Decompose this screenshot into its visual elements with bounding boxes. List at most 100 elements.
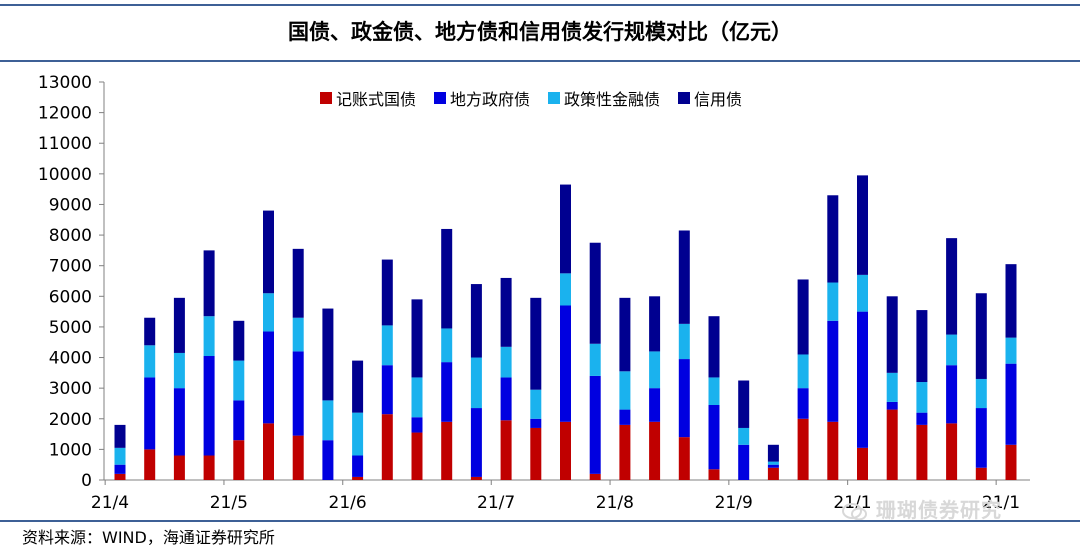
bar-segment-s0-15 bbox=[560, 421, 571, 480]
bar-segment-s0-22 bbox=[767, 467, 779, 480]
bar-segment-s3-26 bbox=[886, 296, 898, 373]
bar-segment-s1-5 bbox=[263, 331, 274, 424]
bar-segment-s1-9 bbox=[381, 365, 393, 415]
title-divider bbox=[0, 60, 1080, 62]
bar-segment-s3-8 bbox=[352, 360, 364, 413]
bar-segment-s0-11 bbox=[441, 421, 453, 480]
bar-segment-s1-20 bbox=[708, 404, 720, 470]
bar-segment-s3-6 bbox=[292, 248, 304, 318]
bar-segment-s1-2 bbox=[173, 388, 185, 456]
bar-segment-s2-25 bbox=[857, 274, 868, 312]
bar-segment-s2-15 bbox=[560, 273, 571, 306]
bar-segment-s1-14 bbox=[530, 418, 542, 428]
bar-segment-s3-15 bbox=[560, 184, 571, 274]
watermark-text: 珊瑚债券研究 bbox=[875, 498, 1002, 522]
bar-segment-s0-10 bbox=[411, 432, 423, 480]
bar-segment-s3-16 bbox=[589, 242, 601, 344]
y-tick-label: 3000 bbox=[49, 379, 92, 399]
bar-segment-s1-26 bbox=[886, 401, 898, 410]
bar-segment-s3-4 bbox=[233, 320, 245, 361]
bar-segment-s0-4 bbox=[233, 440, 245, 480]
chart-legend: 记账式国债 地方政府债 政策性金融债 信用债 bbox=[320, 86, 742, 110]
bar-segment-s0-8 bbox=[352, 476, 364, 480]
bar-segment-s0-29 bbox=[975, 467, 987, 480]
bar-segment-s1-22 bbox=[767, 464, 779, 468]
y-tick-label: 11000 bbox=[38, 134, 92, 154]
legend-label: 记账式国债 bbox=[336, 90, 417, 109]
bar-segment-s3-22 bbox=[767, 444, 779, 462]
bar-segment-s0-2 bbox=[173, 455, 185, 480]
bar-segment-s2-21 bbox=[738, 427, 750, 445]
bar-segment-s2-26 bbox=[886, 372, 898, 402]
x-tick-label: 21/9 bbox=[715, 493, 753, 513]
chart-area: 0 1000 2000 3000 4000 5000 6000 7000 8000 9000 100… bbox=[38, 73, 1030, 513]
bar-segment-s2-22 bbox=[767, 461, 779, 465]
y-tick-label: 12000 bbox=[38, 104, 92, 124]
bar-segment-s2-24 bbox=[827, 282, 839, 321]
bar-segment-s1-18 bbox=[649, 388, 661, 422]
bar-segment-s1-12 bbox=[470, 408, 482, 477]
bar-segment-s3-10 bbox=[411, 299, 423, 378]
bar-segment-s2-19 bbox=[678, 323, 690, 360]
y-tick-label: 7000 bbox=[49, 257, 92, 277]
bar-segment-s0-30 bbox=[1005, 444, 1017, 480]
legend-swatch bbox=[548, 92, 561, 104]
y-tick-label: 1000 bbox=[49, 440, 92, 460]
bar-segment-s0-16 bbox=[589, 473, 601, 480]
bar-segment-s2-9 bbox=[381, 325, 393, 366]
bar-segment-s2-27 bbox=[916, 382, 928, 413]
y-tick-label: 8000 bbox=[49, 226, 92, 246]
bar-segment-s2-10 bbox=[411, 377, 423, 418]
bar-segment-s3-21 bbox=[738, 380, 750, 428]
bar-segment-s2-17 bbox=[619, 371, 631, 410]
bar-segment-s1-13 bbox=[500, 377, 512, 421]
bar-segment-s2-7 bbox=[322, 400, 334, 441]
bar-segment-s3-2 bbox=[173, 297, 185, 353]
y-tick-label: 4000 bbox=[49, 349, 92, 369]
bar-segment-s3-18 bbox=[649, 296, 661, 352]
bar-segment-s3-23 bbox=[797, 279, 809, 355]
legend-label: 地方政府债 bbox=[450, 90, 531, 109]
bar-segment-s0-12 bbox=[470, 476, 482, 480]
bar-segment-s0-20 bbox=[708, 469, 720, 480]
bar-segment-s1-25 bbox=[857, 311, 868, 448]
bar-segment-s0-28 bbox=[946, 423, 958, 480]
bar-segment-s1-7 bbox=[322, 440, 334, 480]
bar-segment-s3-9 bbox=[381, 259, 393, 326]
bar-segment-s1-11 bbox=[441, 362, 453, 422]
bar-segment-s2-4 bbox=[233, 360, 245, 401]
bar-segment-s1-1 bbox=[144, 377, 156, 450]
watermark: 珊瑚债券研究 bbox=[842, 494, 1002, 523]
bar-segment-s3-20 bbox=[708, 316, 720, 378]
bar-segment-s1-24 bbox=[827, 320, 839, 422]
wechat-icon bbox=[842, 502, 867, 520]
bar-segment-s3-30 bbox=[1005, 264, 1017, 338]
x-tick-label: 21/5 bbox=[210, 493, 248, 513]
bar-segment-s1-0 bbox=[114, 464, 126, 474]
bar-segment-s3-3 bbox=[203, 250, 215, 317]
bar-segment-s3-27 bbox=[916, 310, 928, 383]
legend-item: 信用债 bbox=[678, 86, 742, 110]
bar-segment-s0-23 bbox=[797, 418, 809, 480]
legend-item: 记账式国债 bbox=[320, 86, 416, 110]
bar-segment-s1-16 bbox=[589, 375, 601, 474]
bar-segment-s0-27 bbox=[916, 424, 928, 480]
y-tick-label: 5000 bbox=[49, 318, 92, 338]
bar-segment-s2-14 bbox=[530, 389, 542, 419]
y-tick-label: 2000 bbox=[49, 410, 92, 430]
y-tick-label: 10000 bbox=[38, 165, 92, 185]
y-tick-label: 6000 bbox=[49, 287, 92, 307]
bar-segment-s0-26 bbox=[886, 409, 898, 480]
bar-segment-s2-18 bbox=[649, 351, 661, 389]
bar-segment-s3-12 bbox=[470, 284, 482, 358]
bar-segment-s0-18 bbox=[649, 421, 661, 480]
bar-segment-s3-0 bbox=[114, 424, 126, 448]
bar-segment-s0-3 bbox=[203, 455, 215, 480]
bar-segment-s3-28 bbox=[946, 238, 958, 335]
bar-segment-s2-12 bbox=[470, 357, 482, 409]
bar-segment-s3-24 bbox=[827, 195, 839, 283]
bar-segment-s1-30 bbox=[1005, 363, 1017, 445]
bar-segment-s3-14 bbox=[530, 297, 542, 390]
bar-segment-s2-23 bbox=[797, 354, 809, 389]
bar-segment-s0-19 bbox=[678, 437, 690, 480]
